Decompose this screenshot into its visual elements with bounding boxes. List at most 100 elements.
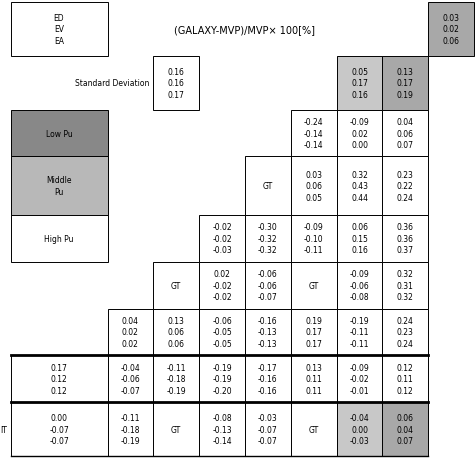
Bar [336,309,382,356]
Bar [107,309,153,356]
Text: GT: GT [308,425,318,434]
Text: -0.03
-0.07
-0.07: -0.03 -0.07 -0.07 [258,413,277,445]
Text: 0.04
0.02
0.02: 0.04 0.02 0.02 [122,316,139,348]
Text: 0.17
0.12
0.12: 0.17 0.12 0.12 [50,363,68,395]
Text: GT: GT [171,425,181,434]
Bar [245,402,290,456]
Text: GT: GT [262,182,272,191]
Text: -0.11
-0.18
-0.19: -0.11 -0.18 -0.19 [166,363,186,395]
Text: 0.05
0.17
0.16: 0.05 0.17 0.16 [350,67,367,100]
Text: 0.13
0.06
0.06: 0.13 0.06 0.06 [168,316,184,348]
Text: -0.24
-0.14
-0.14: -0.24 -0.14 -0.14 [303,118,323,150]
Text: 0.32
0.31
0.32: 0.32 0.31 0.32 [396,269,413,302]
Text: -0.09
-0.06
-0.08: -0.09 -0.06 -0.08 [349,269,368,302]
Bar [10,157,107,215]
Bar [153,262,199,309]
Bar [382,356,427,402]
Bar [10,3,107,57]
Text: 0.13
0.17
0.19: 0.13 0.17 0.19 [396,67,413,100]
Bar [107,356,153,402]
Bar [290,309,336,356]
Bar [153,356,199,402]
Bar [153,402,199,456]
Text: -0.11
-0.18
-0.19: -0.11 -0.18 -0.19 [120,413,140,445]
Bar [199,402,245,456]
Bar [382,262,427,309]
Text: -0.19
-0.11
-0.11: -0.19 -0.11 -0.11 [349,316,368,348]
Text: 0.16
0.16
0.17: 0.16 0.16 0.17 [168,67,184,100]
Text: 0.06
0.04
0.07: 0.06 0.04 0.07 [396,413,413,445]
Bar [336,157,382,215]
Text: Low Pu: Low Pu [46,129,72,138]
Text: -0.17
-0.16
-0.16: -0.17 -0.16 -0.16 [258,363,277,395]
Text: -0.06
-0.06
-0.07: -0.06 -0.06 -0.07 [258,269,277,302]
Bar [10,111,107,157]
Text: 0.00
-0.07
-0.07: 0.00 -0.07 -0.07 [49,413,69,445]
Bar [336,262,382,309]
Text: -0.09
-0.10
-0.11: -0.09 -0.10 -0.11 [303,223,323,255]
Bar [10,402,107,456]
Text: -0.09
0.02
0.00: -0.09 0.02 0.00 [349,118,368,150]
Text: -0.02
-0.02
-0.03: -0.02 -0.02 -0.03 [212,223,231,255]
Bar [382,215,427,262]
Bar [245,215,290,262]
Text: 0.03
0.06
0.05: 0.03 0.06 0.05 [305,170,321,202]
Text: 0.06
0.15
0.16: 0.06 0.15 0.16 [350,223,367,255]
Text: -0.30
-0.32
-0.32: -0.30 -0.32 -0.32 [258,223,277,255]
Bar [336,111,382,157]
Text: 0.24
0.23
0.24: 0.24 0.23 0.24 [396,316,413,348]
Bar [382,157,427,215]
Bar [336,57,382,111]
Bar [290,157,336,215]
Text: 0.36
0.36
0.37: 0.36 0.36 0.37 [396,223,413,255]
Text: 0.03
0.02
0.06: 0.03 0.02 0.06 [442,14,459,46]
Text: 0.13
0.11
0.11: 0.13 0.11 0.11 [305,363,321,395]
Text: (GALAXY-MVP)/MVP× 100[%]: (GALAXY-MVP)/MVP× 100[%] [174,25,315,35]
Bar [290,215,336,262]
Text: -0.04
0.00
-0.03: -0.04 0.00 -0.03 [349,413,368,445]
Bar [245,157,290,215]
Text: -0.06
-0.05
-0.05: -0.06 -0.05 -0.05 [212,316,231,348]
Bar [427,3,473,57]
Bar [199,356,245,402]
Bar [245,309,290,356]
Bar [382,402,427,456]
Text: Standard Deviation: Standard Deviation [75,79,149,88]
Bar [290,262,336,309]
Text: -0.04
-0.06
-0.07: -0.04 -0.06 -0.07 [120,363,140,395]
Bar [336,215,382,262]
Text: GT: GT [171,281,181,290]
Text: High Pu: High Pu [44,235,74,243]
Text: GT: GT [308,281,318,290]
Bar [336,402,382,456]
Text: 0.32
0.43
0.44: 0.32 0.43 0.44 [350,170,367,202]
Bar [10,215,107,262]
Bar [336,356,382,402]
Text: -0.16
-0.13
-0.13: -0.16 -0.13 -0.13 [258,316,277,348]
Bar [290,356,336,402]
Bar [382,309,427,356]
Text: 0.12
0.11
0.12: 0.12 0.11 0.12 [396,363,413,395]
Bar [199,262,245,309]
Text: 0.02
-0.02
-0.02: 0.02 -0.02 -0.02 [212,269,231,302]
Bar [290,402,336,456]
Text: -0.19
-0.19
-0.20: -0.19 -0.19 -0.20 [212,363,231,395]
Bar [10,356,107,402]
Text: 0.19
0.17
0.17: 0.19 0.17 0.17 [305,316,321,348]
Bar [382,57,427,111]
Bar [107,402,153,456]
Text: Middle
Pu: Middle Pu [46,176,72,196]
Bar [199,309,245,356]
Bar [382,111,427,157]
Text: -0.09
-0.02
-0.01: -0.09 -0.02 -0.01 [349,363,368,395]
Bar [199,215,245,262]
Bar [153,57,199,111]
Text: ED
EV
EA: ED EV EA [54,14,64,46]
Bar [245,356,290,402]
Text: IT: IT [0,425,7,434]
Text: -0.08
-0.13
-0.14: -0.08 -0.13 -0.14 [212,413,231,445]
Text: 0.04
0.06
0.07: 0.04 0.06 0.07 [396,118,413,150]
Bar [153,309,199,356]
Text: 0.23
0.22
0.24: 0.23 0.22 0.24 [396,170,413,202]
Bar [245,262,290,309]
